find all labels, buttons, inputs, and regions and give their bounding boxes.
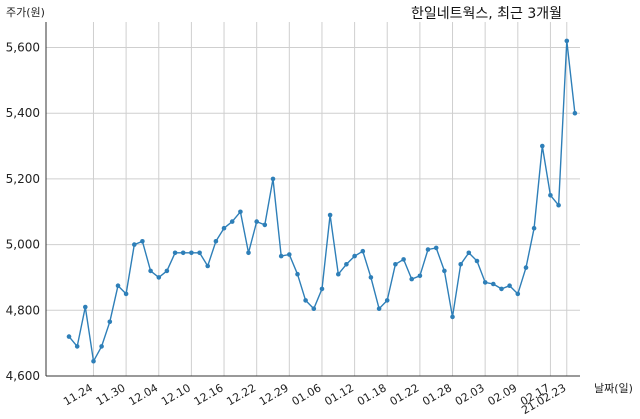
data-point <box>132 242 137 247</box>
data-point <box>572 110 578 116</box>
data-point <box>238 209 243 215</box>
data-point <box>164 268 170 274</box>
data-point <box>523 265 529 270</box>
x-axis-label: 날짜(일) <box>594 381 633 395</box>
data-point <box>482 280 488 285</box>
data-point <box>221 225 227 231</box>
data-point <box>156 275 162 280</box>
data-point <box>548 193 553 198</box>
data-point <box>336 271 341 277</box>
data-point <box>83 304 88 310</box>
data-point <box>91 358 96 364</box>
data-point <box>368 275 374 280</box>
data-point <box>564 38 570 44</box>
data-point <box>319 286 325 292</box>
y-axis-label: 주가(원) <box>6 6 45 19</box>
chart-title: 한일네트웍스, 최근 3개월 <box>411 6 562 22</box>
data-point <box>140 239 145 244</box>
data-point <box>352 253 357 259</box>
data-point <box>515 291 521 297</box>
data-point <box>107 319 113 325</box>
data-point <box>401 257 406 262</box>
data-point <box>254 219 259 224</box>
data-point <box>540 143 545 149</box>
data-point <box>115 283 121 289</box>
data-point <box>287 252 292 257</box>
data-point <box>189 250 194 256</box>
y-tick-labels: 4,600 4,800 5,000 5,200 5,400 5,600 <box>6 41 40 384</box>
data-point <box>327 212 333 218</box>
data-point <box>311 306 317 312</box>
data-point <box>262 222 268 228</box>
data-point <box>295 271 300 277</box>
data-point <box>556 202 561 208</box>
data-point <box>466 250 472 256</box>
y-tick-label: 4,800 <box>6 303 40 317</box>
data-point <box>499 286 504 292</box>
data-point <box>433 245 439 251</box>
data-point <box>474 258 480 264</box>
data-point <box>458 262 464 267</box>
data-point <box>74 344 80 349</box>
y-tick-label: 4,600 <box>6 369 40 383</box>
data-point <box>172 250 178 256</box>
data-point <box>123 291 129 297</box>
data-point <box>409 276 415 282</box>
data-point <box>507 283 512 289</box>
y-tick-label: 5,600 <box>6 41 40 55</box>
data-point <box>278 253 284 259</box>
y-tick-label: 5,200 <box>6 172 40 186</box>
data-point <box>246 250 251 256</box>
data-point <box>303 298 308 303</box>
data-point <box>180 250 186 256</box>
data-point <box>393 262 398 267</box>
data-point <box>99 344 104 349</box>
data-point <box>442 268 447 274</box>
data-point <box>270 176 276 182</box>
data-point <box>450 314 455 320</box>
data-point <box>148 268 153 274</box>
data-point <box>425 247 431 252</box>
data-point <box>344 262 349 267</box>
data-point <box>66 334 72 339</box>
data-point <box>384 298 390 303</box>
data-point <box>360 248 366 254</box>
data-point <box>197 250 202 256</box>
series-price <box>66 38 578 364</box>
y-tick-label: 5,000 <box>6 238 40 252</box>
data-point <box>491 281 496 287</box>
y-tick-label: 5,400 <box>6 106 40 120</box>
data-point <box>531 225 537 231</box>
data-point <box>229 219 235 224</box>
data-point <box>376 306 382 312</box>
data-point <box>213 239 219 244</box>
data-point <box>205 263 210 269</box>
data-point <box>417 273 423 279</box>
